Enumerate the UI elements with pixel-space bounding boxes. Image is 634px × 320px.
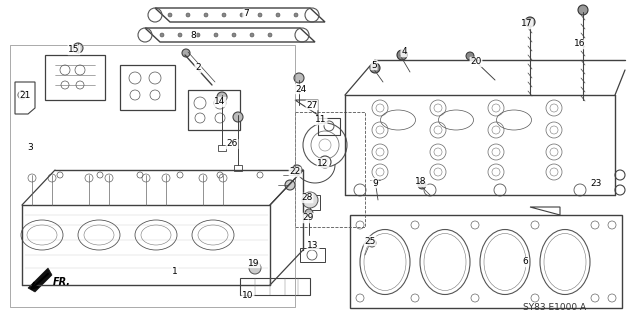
Circle shape	[302, 192, 318, 208]
Text: 9: 9	[372, 179, 378, 188]
Text: 16: 16	[574, 39, 586, 49]
Circle shape	[370, 63, 380, 73]
Text: 6: 6	[522, 258, 528, 267]
Text: FR.: FR.	[53, 277, 71, 287]
Circle shape	[178, 33, 182, 37]
Circle shape	[525, 17, 535, 27]
Circle shape	[276, 13, 280, 17]
Circle shape	[250, 33, 254, 37]
Text: 1: 1	[172, 268, 178, 276]
Text: 18: 18	[415, 178, 427, 187]
Circle shape	[168, 13, 172, 17]
Text: 3: 3	[27, 143, 33, 153]
Text: 22: 22	[289, 167, 301, 177]
Text: 12: 12	[317, 158, 328, 167]
Text: 28: 28	[301, 194, 313, 203]
Text: 25: 25	[365, 236, 376, 245]
Circle shape	[204, 13, 208, 17]
Circle shape	[578, 5, 588, 15]
Text: 20: 20	[470, 58, 482, 67]
Text: 10: 10	[242, 291, 254, 300]
Circle shape	[368, 239, 376, 247]
Text: 4: 4	[401, 47, 407, 57]
Circle shape	[222, 13, 226, 17]
Circle shape	[217, 92, 227, 102]
Circle shape	[249, 262, 261, 274]
Text: 27: 27	[306, 100, 318, 109]
Text: 8: 8	[190, 30, 196, 39]
Circle shape	[232, 33, 236, 37]
Text: 17: 17	[521, 20, 533, 28]
Polygon shape	[28, 268, 52, 292]
Circle shape	[182, 49, 190, 57]
Circle shape	[258, 13, 262, 17]
Circle shape	[294, 13, 298, 17]
Text: 14: 14	[214, 98, 226, 107]
Text: SY83 E1000 A: SY83 E1000 A	[524, 303, 586, 313]
Circle shape	[240, 13, 244, 17]
Bar	[234, 165, 242, 171]
Circle shape	[196, 33, 200, 37]
Bar	[218, 145, 226, 151]
Circle shape	[214, 33, 218, 37]
Text: 5: 5	[371, 60, 377, 69]
Circle shape	[305, 209, 313, 217]
Circle shape	[186, 13, 190, 17]
Text: 13: 13	[307, 241, 319, 250]
Text: 15: 15	[68, 45, 80, 54]
Circle shape	[418, 181, 426, 189]
Text: 23: 23	[590, 179, 602, 188]
Circle shape	[285, 180, 295, 190]
Text: 19: 19	[249, 259, 260, 268]
Text: 21: 21	[19, 92, 30, 100]
Text: 2: 2	[195, 63, 201, 73]
Text: 11: 11	[315, 116, 327, 124]
Text: 7: 7	[243, 10, 249, 19]
Text: 29: 29	[302, 213, 314, 222]
Bar	[295, 112, 365, 227]
Circle shape	[294, 73, 304, 83]
Circle shape	[268, 33, 272, 37]
Bar	[10, 45, 295, 307]
Circle shape	[397, 50, 407, 60]
Text: 24: 24	[295, 84, 307, 93]
Circle shape	[466, 52, 474, 60]
Circle shape	[292, 165, 302, 175]
Text: 26: 26	[226, 140, 238, 148]
Circle shape	[73, 43, 83, 53]
Circle shape	[233, 112, 243, 122]
Circle shape	[160, 33, 164, 37]
